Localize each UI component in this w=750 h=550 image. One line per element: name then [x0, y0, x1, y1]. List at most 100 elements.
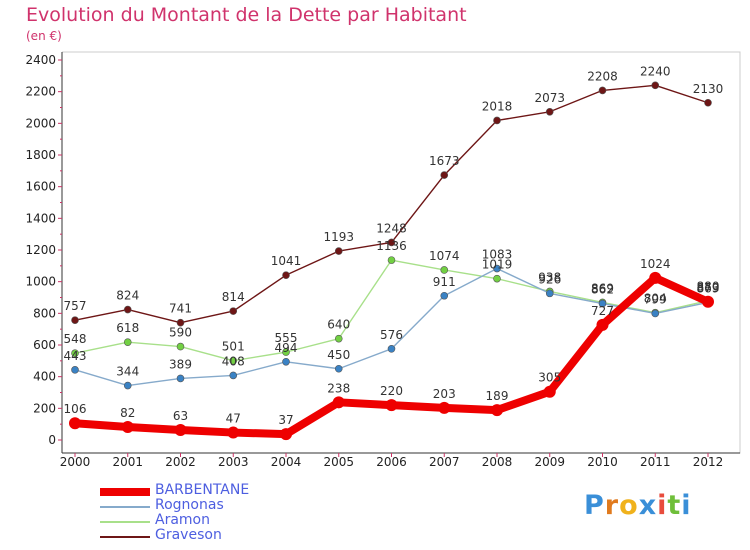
chart-unit-label: (en €): [26, 29, 62, 43]
data-label-barbentane: 82: [120, 406, 135, 420]
y-tick-label: 2200: [25, 85, 56, 99]
y-tick-label: 800: [33, 306, 56, 320]
x-tick-label: 2003: [218, 455, 249, 469]
data-point-barbentane: [280, 428, 292, 441]
y-tick-label: 0: [48, 433, 56, 447]
data-label-graveson: 2208: [587, 69, 618, 83]
x-tick-label: 2011: [640, 455, 671, 469]
legend-label: Rognonas: [155, 497, 224, 513]
data-point-barbentane: [438, 401, 451, 414]
y-tick-label: 400: [33, 370, 56, 384]
legend-label: Graveson: [155, 527, 222, 543]
data-point-aramon: [123, 338, 132, 346]
data-label-barbentane: 238: [327, 381, 350, 395]
data-label-barbentane: 106: [64, 402, 87, 416]
y-tick-label: 1200: [25, 243, 56, 257]
data-label-rognonas: 869: [697, 281, 720, 295]
logo-letter: i: [657, 490, 668, 521]
data-label-rognonas: 862: [591, 283, 614, 297]
data-point-rognonas: [440, 291, 449, 300]
x-tick-label: 2000: [60, 455, 91, 469]
data-label-graveson: 1193: [323, 230, 354, 244]
data-label-aramon: 618: [116, 321, 139, 335]
data-point-barbentane: [491, 404, 503, 417]
data-label-rognonas: 1083: [482, 248, 513, 262]
y-tick-label: 1600: [25, 180, 56, 194]
data-label-graveson: 2130: [693, 82, 724, 96]
data-point-rognonas: [387, 344, 396, 353]
data-point-rognonas: [493, 264, 501, 273]
data-point-barbentane: [69, 417, 81, 430]
data-label-barbentane: 727: [591, 304, 614, 318]
y-tick-label: 1000: [25, 275, 56, 289]
data-point-graveson: [176, 318, 185, 327]
data-point-graveson: [493, 116, 501, 125]
data-point-aramon: [176, 342, 185, 351]
data-label-aramon: 1074: [429, 249, 460, 263]
x-tick-label: 2012: [693, 455, 724, 469]
logo-letter: i: [681, 490, 692, 521]
data-point-rognonas: [229, 371, 238, 380]
legend-label: BARBENTANE: [155, 482, 250, 498]
y-tick-label: 2400: [25, 53, 56, 67]
data-label-barbentane: 305: [538, 371, 561, 385]
x-tick-label: 2005: [323, 455, 354, 469]
data-point-aramon: [493, 274, 501, 283]
data-point-graveson: [334, 247, 343, 255]
x-tick-label: 2002: [165, 455, 196, 469]
data-label-aramon: 590: [169, 326, 192, 340]
x-tick-label: 2007: [429, 455, 460, 469]
data-label-aramon: 938: [538, 270, 561, 284]
data-label-graveson: 2073: [534, 91, 565, 105]
data-point-barbentane: [596, 318, 609, 331]
data-label-graveson: 2240: [640, 64, 671, 78]
data-point-graveson: [598, 86, 607, 95]
data-point-graveson: [704, 98, 712, 107]
data-label-rognonas: 926: [538, 272, 561, 286]
data-point-barbentane: [543, 385, 556, 398]
data-point-barbentane: [332, 396, 345, 409]
data-point-barbentane: [174, 424, 187, 437]
x-tick-label: 2008: [482, 455, 513, 469]
data-label-rognonas: 450: [327, 348, 350, 362]
data-point-barbentane: [121, 421, 134, 434]
data-point-barbentane: [227, 426, 240, 439]
data-point-aramon: [334, 334, 343, 343]
data-point-barbentane: [385, 399, 398, 412]
data-label-barbentane: 37: [278, 413, 293, 427]
data-label-graveson: 1248: [376, 221, 407, 235]
data-point-barbentane: [649, 271, 662, 284]
y-tick-label: 1800: [25, 148, 56, 162]
proxiti-logo: Proxiti: [584, 490, 692, 521]
data-label-rognonas: 911: [433, 275, 456, 289]
data-point-aramon: [71, 349, 79, 358]
data-label-rognonas: 408: [222, 354, 245, 368]
data-point-rognonas: [651, 309, 660, 318]
data-label-aramon: 555: [275, 331, 298, 345]
data-point-graveson: [440, 171, 449, 179]
data-label-aramon: 640: [327, 318, 350, 332]
data-point-aramon: [387, 256, 396, 264]
data-label-barbentane: 63: [173, 409, 188, 423]
legend-label: Aramon: [155, 512, 210, 528]
data-point-rognonas: [123, 381, 132, 390]
data-point-rognonas: [282, 357, 290, 366]
data-label-barbentane: 873: [697, 281, 720, 295]
data-label-barbentane: 1024: [640, 257, 671, 271]
data-point-graveson: [229, 307, 238, 315]
data-point-rognonas: [71, 366, 79, 374]
data-label-rognonas: 344: [116, 365, 139, 379]
data-label-aramon: 501: [222, 340, 245, 354]
x-tick-label: 2010: [587, 455, 618, 469]
data-label-aramon: 880: [697, 280, 720, 294]
y-tick-label: 2000: [25, 116, 56, 130]
data-label-graveson: 757: [64, 299, 87, 313]
data-label-barbentane: 220: [380, 384, 403, 398]
data-label-rognonas: 389: [169, 357, 192, 371]
x-tick-label: 2004: [271, 455, 302, 469]
logo-letter: r: [604, 490, 620, 521]
data-label-aramon: 548: [64, 332, 87, 346]
logo-letter: t: [667, 490, 682, 521]
